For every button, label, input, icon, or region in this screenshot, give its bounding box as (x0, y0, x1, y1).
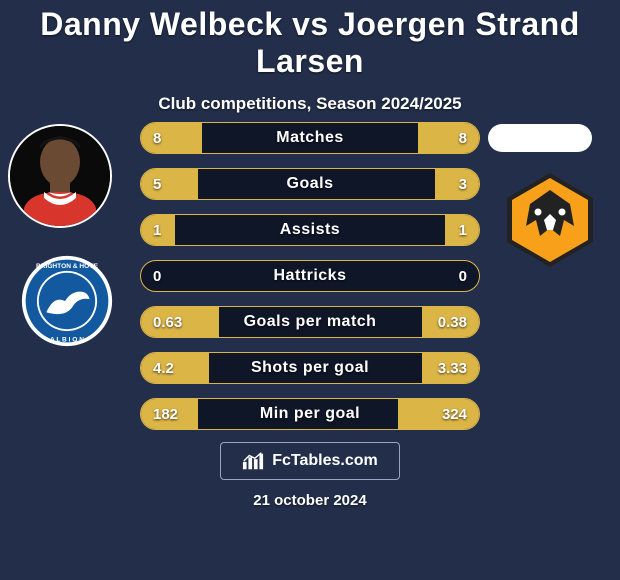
club-badge-left: BRIGHTON & HOVE A L B I O N (20, 254, 114, 348)
stat-label: Goals per match (141, 307, 479, 337)
stat-row: 11Assists (140, 214, 480, 246)
stat-label: Goals (141, 169, 479, 199)
club-badge-right (500, 170, 600, 270)
stat-row: 53Goals (140, 168, 480, 200)
stat-label: Min per goal (141, 399, 479, 429)
stat-row: 00Hattricks (140, 260, 480, 292)
stat-label: Hattricks (141, 261, 479, 291)
stat-row: 0.630.38Goals per match (140, 306, 480, 338)
stat-row: 4.23.33Shots per goal (140, 352, 480, 384)
stat-row: 88Matches (140, 122, 480, 154)
stat-label: Assists (141, 215, 479, 245)
stat-row: 182324Min per goal (140, 398, 480, 430)
footer-date: 21 october 2024 (0, 492, 620, 509)
page-title: Danny Welbeck vs Joergen Strand Larsen (0, 0, 620, 80)
player-right-avatar (488, 124, 592, 152)
site-badge: FcTables.com (220, 442, 400, 480)
chart-icon (242, 451, 264, 471)
site-name: FcTables.com (272, 452, 378, 470)
player-left-avatar (8, 124, 112, 228)
svg-text:A L B I O N: A L B I O N (50, 336, 84, 343)
svg-text:BRIGHTON & HOVE: BRIGHTON & HOVE (36, 263, 99, 270)
stat-label: Shots per goal (141, 353, 479, 383)
stats-table: 88Matches 53Goals 11Assists 00Hattricks 0.63… (140, 122, 480, 444)
subtitle: Club competitions, Season 2024/2025 (0, 94, 620, 114)
stat-label: Matches (141, 123, 479, 153)
